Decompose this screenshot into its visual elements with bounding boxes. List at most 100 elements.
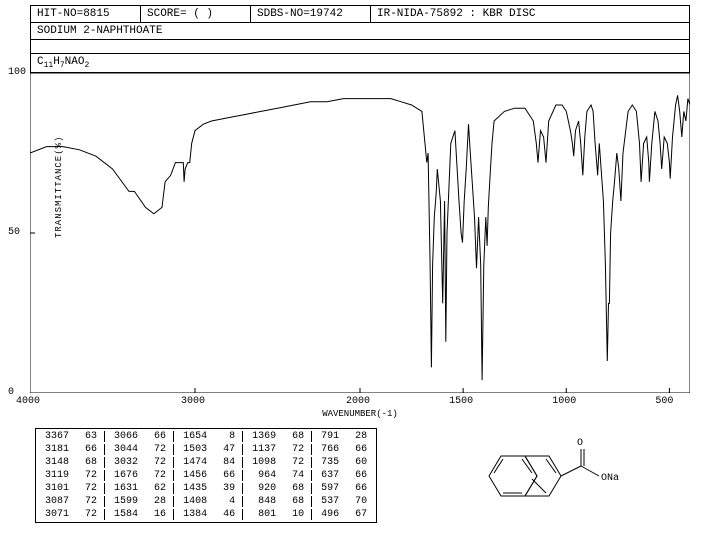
peak-wn: 1474 (176, 457, 214, 468)
peak-t: 72 (147, 457, 174, 468)
peak-t: 28 (147, 496, 174, 507)
x-tick: 1000 (552, 396, 576, 407)
peak-t: 72 (147, 470, 174, 481)
peak-wn: 1098 (245, 457, 283, 468)
spectrum-chart: TRANSMITTANCE(%) WAVENUMBER(-1) 05010040… (30, 73, 690, 393)
peak-wn: 3181 (38, 444, 76, 455)
peak-wn: 766 (314, 444, 346, 455)
peak-wn: 1408 (176, 496, 214, 507)
peak-t: 46 (216, 509, 243, 520)
table-row: 3071721584161384468011049667 (38, 509, 374, 520)
x-axis-label: WAVENUMBER(-1) (322, 409, 398, 419)
peak-t: 47 (216, 444, 243, 455)
table-row: 3119721676721456669647463766 (38, 470, 374, 481)
peak-t: 68 (285, 431, 312, 442)
peak-t: 63 (78, 431, 105, 442)
peak-t: 84 (216, 457, 243, 468)
peak-t: 72 (147, 444, 174, 455)
peak-table: 3367633066661654813696879128318166304472… (35, 428, 377, 523)
peak-t: 66 (348, 444, 374, 455)
table-row: 31816630447215034711377276666 (38, 444, 374, 455)
table-row: 31486830327214748410987273560 (38, 457, 374, 468)
peak-t: 66 (216, 470, 243, 481)
peak-wn: 637 (314, 470, 346, 481)
molecule-structure: O ONa (407, 428, 690, 523)
peak-t: 8 (216, 431, 243, 442)
peak-wn: 3148 (38, 457, 76, 468)
peak-t: 60 (348, 457, 374, 468)
peak-wn: 1599 (107, 496, 145, 507)
peak-t: 72 (285, 457, 312, 468)
peak-t: 39 (216, 483, 243, 494)
peak-wn: 1631 (107, 483, 145, 494)
peak-t: 68 (285, 496, 312, 507)
x-tick: 4000 (16, 396, 40, 407)
table-row: 3101721631621435399206859766 (38, 483, 374, 494)
peak-wn: 1384 (176, 509, 214, 520)
peak-wn: 3119 (38, 470, 76, 481)
x-tick: 1500 (449, 396, 473, 407)
hit-no: HIT-NO=8815 (31, 6, 141, 22)
table-row: 3367633066661654813696879128 (38, 431, 374, 442)
sdbs-no: SDBS-NO=19742 (251, 6, 371, 22)
peak-wn: 3071 (38, 509, 76, 520)
peak-t: 16 (147, 509, 174, 520)
peak-t: 10 (285, 509, 312, 520)
peak-wn: 848 (245, 496, 283, 507)
compound-name: SODIUM 2-NAPHTHOATE (31, 23, 689, 39)
peak-wn: 1503 (176, 444, 214, 455)
spectrum-svg (30, 73, 690, 393)
peak-t: 68 (285, 483, 312, 494)
peak-t: 68 (78, 457, 105, 468)
peak-t: 72 (78, 509, 105, 520)
peak-t: 66 (348, 483, 374, 494)
peak-wn: 735 (314, 457, 346, 468)
header-box: HIT-NO=8815 SCORE= ( ) SDBS-NO=19742 IR-… (30, 5, 690, 73)
peak-wn: 3087 (38, 496, 76, 507)
y-tick: 0 (8, 387, 14, 398)
peak-wn: 791 (314, 431, 346, 442)
peak-wn: 964 (245, 470, 283, 481)
table-row: 308772159928140848486853770 (38, 496, 374, 507)
molecule-o-label: O (577, 438, 583, 449)
peak-wn: 1137 (245, 444, 283, 455)
peak-t: 74 (285, 470, 312, 481)
peak-wn: 3101 (38, 483, 76, 494)
formula: C11H7NAO2 (31, 54, 689, 72)
peak-wn: 1676 (107, 470, 145, 481)
x-tick: 500 (655, 396, 673, 407)
peak-t: 72 (78, 470, 105, 481)
peak-wn: 1654 (176, 431, 214, 442)
data-section: 3367633066661654813696879128318166304472… (35, 428, 690, 523)
peak-wn: 597 (314, 483, 346, 494)
y-tick: 100 (8, 67, 26, 78)
peak-wn: 3032 (107, 457, 145, 468)
peak-wn: 3367 (38, 431, 76, 442)
x-tick: 2000 (346, 396, 370, 407)
peak-t: 62 (147, 483, 174, 494)
ir-info: IR-NIDA-75892 : KBR DISC (371, 6, 689, 22)
molecule-svg: O ONa (469, 431, 629, 521)
score: SCORE= ( ) (141, 6, 251, 22)
peak-wn: 3066 (107, 431, 145, 442)
peak-wn: 1369 (245, 431, 283, 442)
peak-t: 67 (348, 509, 374, 520)
y-tick: 50 (8, 227, 20, 238)
peak-wn: 1584 (107, 509, 145, 520)
peak-wn: 1435 (176, 483, 214, 494)
molecule-ona-label: ONa (601, 473, 619, 484)
peak-t: 72 (285, 444, 312, 455)
peak-wn: 537 (314, 496, 346, 507)
peak-t: 72 (78, 483, 105, 494)
peak-wn: 1456 (176, 470, 214, 481)
peak-t: 66 (147, 431, 174, 442)
peak-wn: 801 (245, 509, 283, 520)
peak-t: 70 (348, 496, 374, 507)
peak-t: 66 (78, 444, 105, 455)
peak-wn: 920 (245, 483, 283, 494)
x-tick: 3000 (181, 396, 205, 407)
peak-t: 66 (348, 470, 374, 481)
peak-t: 4 (216, 496, 243, 507)
peak-t: 72 (78, 496, 105, 507)
peak-wn: 496 (314, 509, 346, 520)
